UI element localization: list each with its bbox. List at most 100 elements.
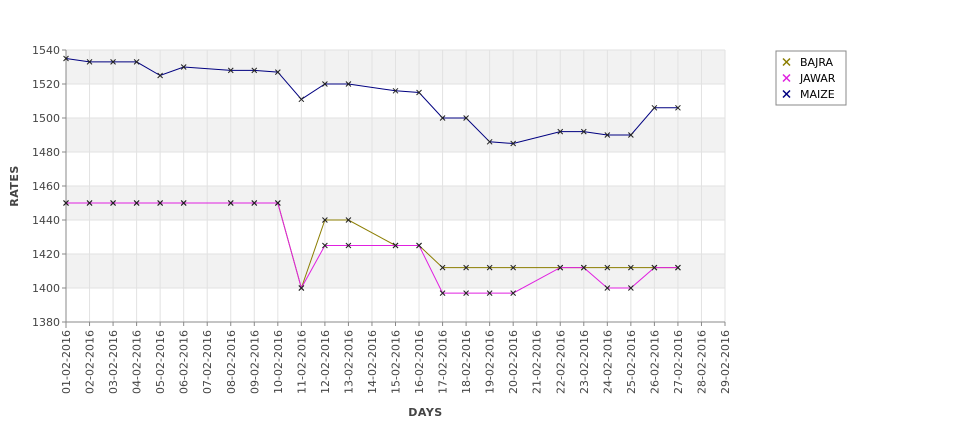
marker-stroke [604, 132, 611, 138]
marker-stroke [110, 59, 116, 65]
marker-stroke [580, 264, 587, 271]
data-point [110, 59, 116, 65]
data-point [180, 200, 187, 206]
marker-stroke [486, 264, 493, 271]
y-tick-label: 1440 [32, 214, 60, 227]
marker-stroke [133, 200, 140, 206]
y-tick-label: 1520 [32, 78, 60, 91]
marker-stroke [604, 285, 611, 291]
data-point [604, 264, 611, 271]
marker-stroke [345, 217, 352, 223]
x-tick-label: 04-02-2016 [131, 330, 144, 394]
marker-stroke [651, 104, 658, 111]
y-tick-label: 1380 [32, 316, 60, 329]
x-tick-label: 18-02-2016 [460, 330, 473, 394]
marker-stroke [628, 285, 634, 291]
x-tick-label: 01-02-2016 [60, 330, 73, 394]
marker-stroke [86, 200, 93, 206]
marker-stroke [322, 81, 328, 87]
data-point [298, 285, 305, 291]
data-point [439, 115, 446, 121]
marker-stroke [322, 217, 328, 223]
series-maize [63, 55, 681, 147]
marker-stroke [651, 264, 658, 271]
y-tick-label: 1480 [32, 146, 60, 159]
data-point [675, 104, 681, 111]
y-tick-label: 1400 [32, 282, 60, 295]
marker-stroke [416, 89, 422, 96]
data-point [157, 72, 163, 79]
series-group [63, 55, 681, 296]
marker-stroke [439, 290, 446, 296]
data-point [675, 264, 681, 271]
data-point [557, 128, 564, 135]
marker-stroke [180, 64, 187, 70]
x-tick-label: 21-02-2016 [531, 330, 544, 394]
marker-stroke [439, 115, 446, 121]
data-point [110, 200, 116, 206]
data-point [486, 290, 493, 296]
data-point [510, 264, 517, 271]
data-point [345, 242, 352, 249]
data-point [392, 87, 399, 94]
legend-item-maize: MAIZE [782, 88, 835, 101]
axes [62, 50, 725, 328]
marker-stroke [110, 200, 116, 206]
marker-stroke [580, 128, 587, 135]
data-point [510, 290, 517, 296]
marker-stroke [227, 200, 234, 206]
data-point [463, 290, 469, 296]
data-point [180, 64, 187, 70]
y-axis-ticks: 1380 1400 1420 1440 1460 1480 1500 1520 1540 [32, 44, 66, 329]
marker-stroke [345, 81, 352, 87]
x-tick-label: 22-02-2016 [554, 330, 567, 394]
data-point [604, 285, 611, 291]
x-tick-label: 09-02-2016 [248, 330, 261, 394]
data-point [651, 264, 658, 271]
marker-stroke [298, 285, 305, 291]
legend-marker [782, 73, 791, 83]
marker-stroke [416, 242, 422, 249]
data-point [251, 200, 258, 206]
x-tick-label: 14-02-2016 [366, 330, 379, 394]
x-tick-label: 24-02-2016 [601, 330, 614, 394]
x-tick-label: 15-02-2016 [390, 330, 403, 394]
data-point [628, 264, 634, 271]
data-point [322, 242, 328, 249]
x-tick-label: 17-02-2016 [437, 330, 450, 394]
marker-stroke [63, 200, 69, 206]
y-tick-label: 1460 [32, 180, 60, 193]
marker-stroke [628, 264, 634, 271]
data-point [604, 132, 611, 138]
legend-item-bajra: BAJRA [782, 56, 834, 69]
x-tick-label: 27-02-2016 [672, 330, 685, 394]
x-tick-label: 05-02-2016 [154, 330, 167, 394]
data-point [86, 200, 93, 206]
data-point [227, 67, 234, 74]
data-point [322, 81, 328, 87]
data-point [345, 81, 352, 87]
legend-marker [782, 89, 791, 99]
marker-stroke [463, 115, 469, 121]
x-tick-label: 23-02-2016 [578, 330, 591, 394]
data-point [463, 115, 469, 121]
marker-stroke [628, 132, 634, 138]
series-jawar [63, 200, 681, 296]
data-point [274, 69, 281, 75]
series-line-maize [65, 58, 678, 145]
marker-stroke [439, 264, 446, 271]
data-point [580, 264, 587, 271]
data-point [439, 264, 446, 271]
data-point [651, 104, 658, 111]
x-axis-ticks: 01-02-2016 02-02-2016 03-02-2016 04-02-2016… [60, 322, 732, 394]
data-point [86, 59, 93, 65]
marker-stroke [322, 242, 328, 249]
data-point [486, 138, 493, 145]
x-tick-label: 08-02-2016 [225, 330, 238, 394]
marker-stroke [557, 128, 564, 135]
y-axis-title: RATES [8, 165, 21, 207]
marker-stroke [298, 96, 305, 103]
x-tick-label: 06-02-2016 [178, 330, 191, 394]
marker-stroke [157, 200, 163, 206]
data-point [274, 200, 281, 206]
